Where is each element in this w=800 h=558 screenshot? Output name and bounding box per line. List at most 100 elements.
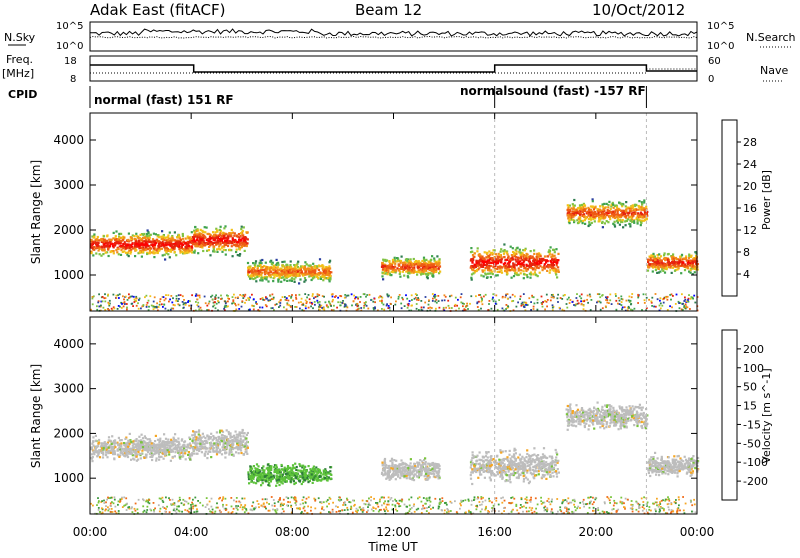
echo-cell [405, 271, 407, 273]
echo-cell [503, 265, 505, 267]
echo-cell [506, 252, 508, 254]
echo-cell [139, 251, 141, 253]
echo-cell [479, 260, 481, 262]
echo-cell [107, 249, 109, 251]
clutter-cell [466, 305, 468, 307]
clutter-cell [238, 308, 240, 310]
echo-cell [387, 273, 389, 275]
clutter-cell [295, 294, 297, 296]
clutter-cell [628, 300, 630, 302]
clutter-cell [286, 309, 288, 311]
echo-cell [470, 267, 472, 269]
echo-cell [194, 226, 196, 228]
clutter-cell [170, 295, 172, 297]
clutter-cell [523, 306, 525, 308]
clutter-cell [134, 301, 136, 303]
echo-cell [157, 234, 159, 236]
echo-cell [219, 238, 221, 240]
echo-cell [271, 263, 273, 265]
echo-cell [90, 243, 92, 245]
echo-cell [202, 243, 204, 245]
clutter-cell [626, 300, 628, 302]
echo-cell [512, 247, 514, 249]
echo-cell [143, 237, 145, 239]
echo-cell [104, 243, 106, 245]
clutter-cell [355, 296, 357, 298]
clutter-cell [498, 299, 500, 301]
echo-cell [269, 274, 271, 276]
echo-cell [291, 280, 293, 282]
clutter-cell [423, 307, 425, 309]
echo-cell [120, 452, 122, 454]
echo-cell [142, 446, 144, 448]
echo-cell [167, 444, 169, 446]
clutter-cell [233, 302, 235, 304]
clutter-cell [605, 299, 607, 301]
clutter-cell [125, 296, 127, 298]
clutter-cell [576, 293, 578, 295]
cpid-mode-2: normalsound (fast) -157 RF [460, 84, 646, 98]
clutter-cell [92, 303, 94, 305]
echo-cell [504, 259, 506, 261]
echo-cell [91, 239, 93, 241]
clutter-cell [432, 293, 434, 295]
echo-cell [135, 446, 137, 448]
clutter-cell [507, 307, 509, 309]
clutter-cell [124, 303, 126, 305]
clutter-cell [148, 300, 150, 302]
clutter-cell [533, 308, 535, 310]
noise-right-tick-top: 10^5 [707, 21, 734, 32]
clutter-cell [111, 308, 113, 310]
echo-cell [404, 266, 406, 268]
echo-cell [189, 458, 191, 460]
echo-cell [170, 439, 172, 441]
echo-cell [111, 443, 113, 445]
clutter-cell [146, 295, 148, 297]
echo-cell [513, 266, 515, 268]
echo-cell [406, 258, 408, 260]
echo-cell [115, 235, 117, 237]
clutter-cell [366, 294, 368, 296]
echo-cell [536, 256, 538, 258]
echo-cell [641, 201, 643, 203]
echo-cell [641, 204, 643, 206]
clutter-cell [683, 305, 685, 307]
echo-cell [311, 279, 313, 281]
echo-cell [317, 277, 319, 279]
clutter-cell [308, 294, 310, 296]
clutter-cell [387, 295, 389, 297]
echo-cell [511, 277, 513, 279]
clutter-cell [244, 294, 246, 296]
echo-cell [392, 271, 394, 273]
clutter-cell [308, 307, 310, 309]
echo-cell [641, 213, 643, 215]
clutter-cell [409, 300, 411, 302]
clutter-cell [547, 299, 549, 301]
clutter-cell [502, 308, 504, 310]
echo-cell [174, 451, 176, 453]
echo-cell [110, 251, 112, 253]
echo-cell [637, 212, 639, 214]
echo-cell [587, 207, 589, 209]
echo-cell [116, 251, 118, 253]
clutter-cell [342, 300, 344, 302]
clutter-cell [317, 295, 319, 297]
clutter-cell [102, 300, 104, 302]
echo-cell [177, 438, 179, 440]
echo-cell [558, 271, 560, 273]
clutter-cell [379, 300, 381, 302]
echo-cell [115, 249, 117, 251]
echo-cell [101, 239, 103, 241]
clutter-cell [185, 304, 187, 306]
echo-cell [610, 208, 612, 210]
echo-cell [672, 261, 674, 263]
echo-cell [476, 269, 478, 271]
echo-cell [95, 252, 97, 254]
echo-cell [96, 445, 98, 447]
clutter-cell [159, 304, 161, 306]
echo-cell [496, 268, 498, 270]
echo-cell [128, 233, 130, 235]
clutter-cell [259, 307, 261, 309]
clutter-cell [248, 299, 250, 301]
echo-cell [688, 257, 690, 259]
